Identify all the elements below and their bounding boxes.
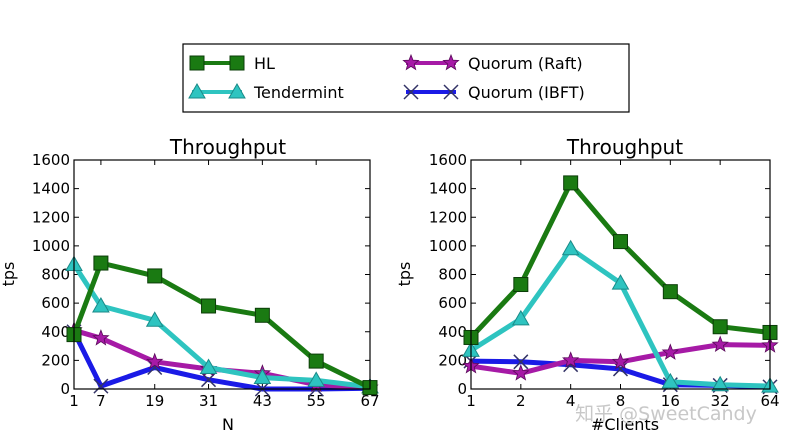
x-tick-label: 19: [145, 392, 164, 410]
x-tick-label: 31: [199, 392, 218, 410]
x-tick-label: 1: [69, 392, 79, 410]
legend-entry: Quorum (Raft): [402, 53, 583, 73]
legend-label: Quorum (IBFT): [468, 83, 585, 102]
y-tick-label: 1200: [32, 208, 70, 226]
x-tick-label: 67: [360, 392, 379, 410]
data-point: [661, 372, 680, 389]
legend-label: HL: [254, 54, 275, 73]
x-tick-label: 4: [566, 392, 576, 410]
x-tick-label: 64: [760, 392, 779, 410]
data-point: [662, 284, 678, 300]
data-point: [199, 358, 218, 375]
y-tick-label: 1600: [429, 151, 467, 169]
legend-marker: [443, 84, 459, 100]
plot-throughput-vs-clients: Throughput #Clients tps 0 200 400 600 800 100…: [395, 135, 780, 434]
legend-box: [182, 43, 630, 113]
legend-marker: [402, 53, 420, 71]
data-point: [92, 329, 110, 346]
plot-frame: [73, 159, 371, 390]
watermark-text: 知乎 @SweetCandy: [575, 403, 757, 425]
x-tick-label: 55: [307, 392, 326, 410]
data-point: [308, 353, 324, 369]
series-line: [469, 180, 771, 340]
data-point: [563, 175, 579, 191]
data-point: [661, 343, 679, 360]
legend-marker: [229, 55, 245, 71]
y-tick-label: 1000: [429, 237, 467, 255]
y-tick-label: 1400: [429, 180, 467, 198]
data-point: [513, 277, 529, 293]
data-point: [146, 352, 164, 370]
y-tick-label: 800: [438, 266, 467, 284]
x-tick-label: 43: [253, 392, 272, 410]
data-point: [147, 268, 163, 284]
data-point: [92, 296, 110, 313]
legend-marker: [188, 82, 206, 99]
data-point: [513, 354, 529, 370]
data-point: [712, 319, 728, 335]
data-point: [145, 311, 164, 327]
y-tick-label: 1000: [32, 237, 70, 255]
data-point: [711, 335, 729, 353]
legend-marker: [189, 55, 205, 71]
y-axis-label: tps: [395, 262, 414, 287]
y-tick-label: 200: [41, 351, 70, 369]
data-point: [307, 371, 326, 387]
legend-entry: Quorum (IBFT): [403, 83, 585, 102]
series-line: [71, 263, 371, 390]
chart-title: Throughput: [169, 135, 286, 159]
y-tick-label: 1600: [32, 151, 70, 169]
x-tick-label: 1: [466, 392, 476, 410]
legend: HL Tendermint Quorum (Raft) Quorum (IBFT): [182, 43, 630, 113]
legend-entry: Tendermint: [188, 82, 344, 102]
y-tick-label: 1400: [32, 180, 70, 198]
legend-marker: [228, 82, 246, 99]
x-tick-label: 16: [661, 392, 680, 410]
x-axis-label: N: [222, 415, 234, 434]
y-tick-label: 800: [41, 266, 70, 284]
x-tick-label: 2: [516, 392, 526, 410]
y-axis-label: tps: [0, 262, 18, 287]
data-point: [512, 364, 530, 381]
legend-marker: [403, 84, 419, 100]
series-square: [66, 255, 378, 396]
data-point: [93, 255, 109, 271]
legend-label: Tendermint: [253, 83, 344, 102]
plot-throughput-vs-n: Throughput N tps 02004006008001000120014…: [0, 135, 380, 434]
legend-marker: [442, 53, 460, 71]
data-point: [711, 375, 730, 392]
y-tick-label: 1200: [429, 208, 467, 226]
x-tick-label: 8: [616, 392, 626, 410]
legend-entry: HL: [189, 54, 275, 73]
y-tick-label: 400: [41, 323, 70, 341]
data-point: [201, 298, 217, 314]
y-tick-label: 600: [41, 294, 70, 312]
y-tick-label: 0: [60, 380, 70, 398]
data-point: [611, 274, 630, 290]
data-point: [561, 239, 580, 256]
data-point: [611, 352, 630, 370]
data-point: [254, 307, 270, 323]
data-point: [511, 309, 530, 326]
data-point: [253, 368, 272, 385]
y-tick-label: 400: [438, 323, 467, 341]
series-triangle: [65, 255, 379, 394]
x-tick-label: 32: [711, 392, 730, 410]
y-tick-label: 600: [438, 294, 467, 312]
data-point: [612, 361, 629, 377]
chart-title: Throughput: [566, 135, 683, 159]
y-tick-label: 200: [438, 351, 467, 369]
data-point: [93, 378, 109, 394]
plot-frame: [470, 159, 771, 390]
legend-label: Quorum (Raft): [468, 54, 583, 73]
data-point: [562, 351, 580, 368]
series-star: [462, 335, 779, 381]
y-tick-label: 0: [457, 380, 467, 398]
x-tick-label: 7: [96, 392, 106, 410]
x-axis-label: #Clients: [591, 415, 659, 434]
data-point: [613, 234, 628, 250]
series-square: [463, 175, 778, 345]
